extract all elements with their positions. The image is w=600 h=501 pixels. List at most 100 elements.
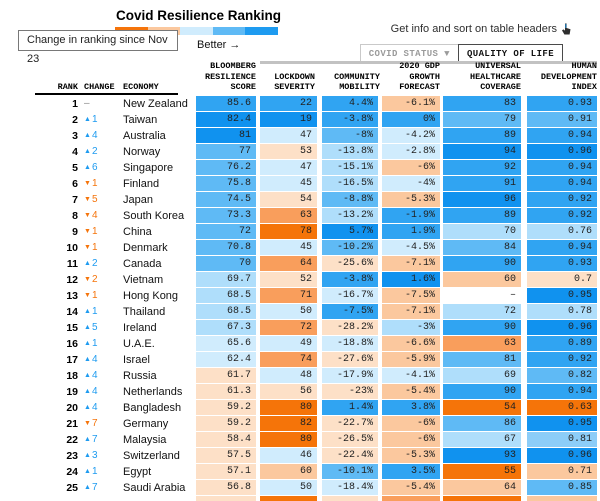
rank-cell: 21	[66, 418, 78, 430]
up-arrow-icon: ▲	[84, 436, 91, 443]
table-row: 11 ▲2 Canada 70 64 -25.6% -7.1% 90 0.93	[0, 256, 600, 272]
table-row: 24 ▲1 Egypt 57.1 60 -10.1% 3.5% 55 0.71	[0, 464, 600, 480]
mobility-cell: -8%	[322, 128, 378, 143]
hdi-cell: 0.96	[527, 144, 597, 159]
hdi-cell	[527, 496, 597, 501]
mobility-cell: 4.4%	[322, 96, 378, 111]
rank-cell: 25	[66, 482, 78, 494]
rank-cell: 11	[66, 258, 78, 270]
gdp-cell: 3.8%	[382, 400, 440, 415]
hdi-cell: 0.92	[527, 208, 597, 223]
gdp-cell: -5.9%	[382, 352, 440, 367]
change-cell: ▲4	[84, 384, 120, 400]
header-healthcare-coverage[interactable]: UNIVERSAL HEALTHCARE COVERAGE	[469, 61, 521, 93]
change-value: 2	[91, 258, 98, 269]
economy-cell: Taiwan	[123, 114, 158, 126]
rank-cell: 12	[66, 274, 78, 286]
mobility-cell: -23%	[322, 384, 378, 399]
healthcare-cell: 72	[443, 304, 521, 319]
hdi-cell: 0.94	[527, 160, 597, 175]
healthcare-cell: 94	[443, 144, 521, 159]
lockdown-cell: 72	[260, 320, 317, 335]
change-value: 6	[91, 162, 98, 173]
up-arrow-icon: ▲	[84, 340, 91, 347]
economy-cell: China	[123, 226, 152, 238]
mobility-cell: -27.6%	[322, 352, 378, 367]
mobility-cell: -18.8%	[322, 336, 378, 351]
gdp-cell: -4.2%	[382, 128, 440, 143]
down-arrow-icon: ▼	[84, 228, 91, 235]
table-row: 7 ▼5 Japan 74.5 54 -8.8% -5.3% 96 0.92	[0, 192, 600, 208]
change-value: 2	[91, 146, 98, 157]
up-arrow-icon: ▲	[84, 388, 91, 395]
mobility-cell: -10.2%	[322, 240, 378, 255]
up-arrow-icon: ▲	[84, 308, 91, 315]
change-cell: ▲1	[84, 304, 120, 320]
gdp-cell: -4.5%	[382, 240, 440, 255]
mobility-cell: -18.4%	[322, 480, 378, 495]
gdp-cell: -6%	[382, 416, 440, 431]
change-cell: ▼5	[84, 192, 120, 208]
healthcare-cell: 90	[443, 256, 521, 271]
healthcare-cell: 69	[443, 368, 521, 383]
header-sort-underline	[35, 93, 178, 95]
hdi-cell: 0.89	[527, 336, 597, 351]
mobility-cell: -13.2%	[322, 208, 378, 223]
table-row: 9 ▼1 China 72 78 5.7% 1.9% 70 0.76	[0, 224, 600, 240]
change-cell: ▼1	[84, 176, 120, 192]
header-resilience-score[interactable]: BLOOMBERG RESILIENCE SCORE	[204, 61, 256, 93]
header-economy[interactable]: ECONOMY	[123, 82, 159, 93]
table-row: 22 ▲7 Malaysia 58.4 80 -26.5% -6% 67 0.81	[0, 432, 600, 448]
down-arrow-icon: ▼	[84, 420, 91, 427]
down-arrow-icon: ▼	[84, 212, 91, 219]
change-cell: ▼2	[84, 272, 120, 288]
page-title: Covid Resilience Ranking	[116, 8, 282, 23]
lockdown-cell: 60	[260, 464, 317, 479]
score-cell: 72	[196, 224, 256, 239]
economy-cell: South Korea	[123, 210, 185, 222]
caret-down-icon: ▼	[444, 49, 450, 59]
economy-cell: Egypt	[123, 466, 152, 478]
legend-gradient-segment	[212, 27, 246, 35]
rank-cell: 9	[72, 226, 78, 238]
score-cell: 82.4	[196, 112, 256, 127]
up-arrow-icon: ▲	[84, 404, 91, 411]
header-hdi[interactable]: HUMAN DEVELOPMENT INDEX	[540, 61, 597, 93]
rank-cell: 2	[72, 114, 78, 126]
economy-cell: Canada	[123, 258, 162, 270]
change-value: 1	[91, 242, 98, 253]
rank-cell: 17	[66, 354, 78, 366]
score-cell: 68.5	[196, 304, 256, 319]
down-arrow-icon: ▼	[84, 244, 91, 251]
up-arrow-icon: ▲	[84, 116, 91, 123]
change-cell: ▲1	[84, 112, 120, 128]
up-arrow-icon: ▲	[84, 372, 91, 379]
header-change[interactable]: CHANGE	[84, 82, 115, 93]
header-lockdown-severity[interactable]: LOCKDOWN SEVERITY	[274, 71, 315, 93]
hdi-cell: 0.96	[527, 448, 597, 463]
mobility-cell: -22.4%	[322, 448, 378, 463]
change-value: 7	[91, 482, 98, 493]
score-cell: 57.1	[196, 464, 256, 479]
change-value: 1	[91, 178, 98, 189]
gdp-cell: -4.1%	[382, 368, 440, 383]
header-gdp-forecast[interactable]: 2020 GDP GROWTH FORECAST	[399, 61, 440, 93]
lockdown-cell: 52	[260, 272, 317, 287]
table-row-partial	[0, 496, 600, 501]
economy-cell: Russia	[123, 370, 157, 382]
gdp-cell: -6.1%	[382, 96, 440, 111]
economy-cell: Australia	[123, 130, 166, 142]
change-cell: ▼1	[84, 240, 120, 256]
hdi-cell: 0.94	[527, 240, 597, 255]
header-rank[interactable]: RANK	[57, 82, 78, 93]
header-community-mobility[interactable]: COMMUNITY MOBILITY	[334, 71, 380, 93]
mobility-cell: -28.2%	[322, 320, 378, 335]
hdi-cell: 0.7	[527, 272, 597, 287]
legend-tooltip: Change in ranking since Nov 23	[18, 30, 178, 65]
economy-cell: Malaysia	[123, 434, 167, 446]
gdp-cell: -2.8%	[382, 144, 440, 159]
table-hint: Get info and sort on table headers	[391, 23, 572, 35]
economy-cell: Ireland	[123, 322, 157, 334]
rank-cell: 7	[72, 194, 78, 206]
